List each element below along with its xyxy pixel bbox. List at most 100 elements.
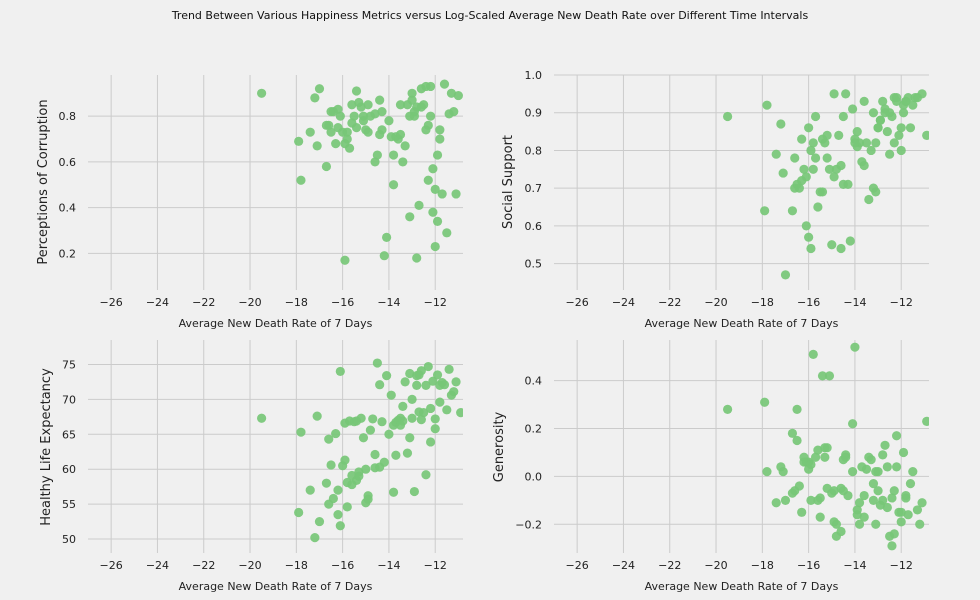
x-tick-label: −14 <box>377 559 400 572</box>
x-tick-label: −16 <box>797 296 820 309</box>
scatter-point <box>903 510 913 520</box>
scatter-point <box>843 179 853 189</box>
x-tick-label: −18 <box>751 296 774 309</box>
scatter-point <box>804 232 814 242</box>
x-tick-label: −26 <box>566 559 589 572</box>
scatter-point <box>453 90 463 101</box>
scatter-point <box>333 485 343 495</box>
scatter-point <box>402 448 413 458</box>
scatter-point <box>344 143 355 153</box>
scatter-point <box>449 387 459 397</box>
scatter-point <box>868 495 879 505</box>
scatter-point <box>310 533 320 543</box>
scatter-point <box>760 397 770 407</box>
scatter-point <box>820 443 830 453</box>
scatter-panel-3: −26 −24 −22 −20 −18 −16 −14 −12 50 55 60 65 70 75 Aver… <box>39 340 463 593</box>
scatter-point <box>820 452 830 462</box>
scatter-point <box>333 123 343 133</box>
scatter-point <box>792 435 802 446</box>
scatter-point <box>361 464 371 474</box>
x-tick-label: −22 <box>192 559 215 572</box>
scatter-point <box>388 150 399 160</box>
scatter-point <box>799 164 809 174</box>
scatter-point <box>850 342 860 352</box>
scatter-point <box>880 108 890 118</box>
y-tick-label: 55 <box>62 498 76 511</box>
scatter-point <box>395 129 406 140</box>
scatter-point <box>905 478 916 489</box>
scatter-point <box>894 130 904 140</box>
scatter-point <box>762 467 772 477</box>
scatter-point <box>375 129 385 140</box>
scatter-point <box>428 164 438 174</box>
x-tick-label: −16 <box>797 559 820 572</box>
scatter-point <box>356 413 366 423</box>
x-axis-label: Average New Death Rate of 7 Days <box>645 580 839 593</box>
scatter-point <box>794 481 804 491</box>
scatter-point <box>409 486 419 497</box>
scatter-point <box>871 187 881 197</box>
scatter-point <box>808 164 818 174</box>
scatter-point <box>905 123 916 133</box>
scatter-point <box>901 96 911 107</box>
x-tick-label: −14 <box>377 296 400 309</box>
scatter-point <box>861 464 872 474</box>
scatter-point <box>430 414 440 424</box>
y-axis-label: Social Support <box>501 135 516 229</box>
scatter-point <box>836 243 846 254</box>
scatter-point <box>778 168 788 178</box>
scatter-point <box>873 123 883 133</box>
scatter-point <box>382 232 392 242</box>
scatter-point <box>456 408 463 418</box>
scatter-point <box>797 134 807 144</box>
scatter-point <box>852 126 862 137</box>
scatter-point <box>384 116 394 126</box>
x-tick-label: −12 <box>424 559 447 572</box>
scatter-point <box>333 509 343 520</box>
scatter-point <box>723 111 733 122</box>
scatter-point <box>437 189 447 199</box>
scatter-point <box>421 380 431 390</box>
scatter-point <box>776 119 786 129</box>
scatter-point <box>804 464 814 474</box>
scatter-point <box>822 130 832 140</box>
scatter-point <box>405 368 415 379</box>
scatter-point <box>398 157 408 167</box>
scatter-point <box>910 93 920 103</box>
x-tick-label: −24 <box>146 296 169 309</box>
y-tick-label: 0.2 <box>525 423 543 436</box>
scatter-point <box>435 134 445 144</box>
scatter-point <box>331 139 341 149</box>
scatter-point <box>442 228 452 238</box>
scatter-point <box>382 371 392 381</box>
scatter-point <box>405 212 415 222</box>
x-tick-label: −24 <box>612 296 635 309</box>
scatter-point <box>790 153 800 163</box>
scatter-point <box>880 440 890 450</box>
y-tick-label: 0.2 <box>59 247 77 260</box>
scatter-point <box>887 493 897 503</box>
scatter-point <box>866 455 876 465</box>
scatter-point <box>854 519 865 529</box>
scatter-point <box>866 145 876 156</box>
x-tick-label: −24 <box>146 559 169 572</box>
scatter-point <box>813 202 823 212</box>
scatter-point <box>358 116 369 126</box>
scatter-points <box>257 79 463 265</box>
scatter-point <box>882 126 892 137</box>
x-tick-label: −14 <box>843 296 866 309</box>
scatter-point <box>416 415 426 425</box>
scatter-point <box>797 507 807 517</box>
scatter-point <box>312 141 322 151</box>
scatter-point <box>416 102 426 112</box>
scatter-point <box>432 370 443 380</box>
scatter-point <box>852 510 862 520</box>
scatter-point <box>808 138 818 148</box>
scatter-point <box>305 127 315 137</box>
scatter-point <box>377 417 387 427</box>
scatter-point <box>328 493 338 504</box>
x-tick-label: −20 <box>238 296 261 309</box>
scatter-point <box>804 123 814 133</box>
scatter-point <box>887 111 897 122</box>
